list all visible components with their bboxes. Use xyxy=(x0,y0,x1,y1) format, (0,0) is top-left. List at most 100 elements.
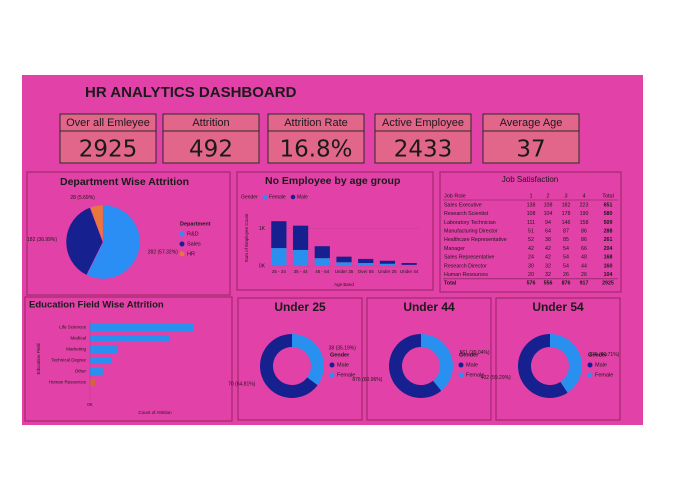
table-cell: 2925 xyxy=(602,281,614,287)
table-cell: 26 xyxy=(563,272,569,278)
table-header: 2 xyxy=(546,193,549,199)
bar-segment xyxy=(401,263,417,265)
table-header: Total xyxy=(602,193,614,199)
kpi-label-box xyxy=(267,113,365,132)
table-cell: 111 xyxy=(527,220,535,226)
data-label: 561 (39.04%) xyxy=(460,350,490,356)
table-cell: 178 xyxy=(562,211,571,217)
chart-title: Under 54 xyxy=(532,300,584,314)
legend-label: Male xyxy=(595,362,607,368)
kpi-value: 2925 xyxy=(79,137,138,163)
table-cell: 190 xyxy=(580,211,589,217)
legend-swatch xyxy=(179,231,185,237)
bar-segment xyxy=(314,246,330,259)
table-cell: 580 xyxy=(604,211,613,217)
table-cell: 104 xyxy=(604,272,613,278)
kpi-label: Attrition xyxy=(192,117,229,129)
kpi-label-box xyxy=(374,113,472,132)
table-header: Job Role xyxy=(444,193,466,199)
bar-segment xyxy=(271,221,287,249)
table-cell: 288 xyxy=(604,229,613,235)
table-cell: 160 xyxy=(604,263,613,269)
chart-title: Under 25 xyxy=(274,300,326,314)
table-cell: 30 xyxy=(528,263,534,269)
bar xyxy=(90,368,103,375)
legend-swatch xyxy=(262,194,268,200)
kpi-label-box xyxy=(162,113,260,132)
table-cell: 917 xyxy=(580,281,589,287)
x-tick-label: Under 44 xyxy=(400,269,419,274)
bar xyxy=(90,346,118,353)
table-cell: 168 xyxy=(604,255,613,261)
table-cell: 556 xyxy=(544,281,553,287)
bar-segment xyxy=(358,258,374,264)
panel xyxy=(366,297,492,421)
bar xyxy=(90,324,194,331)
table-cell: Research Director xyxy=(444,263,487,269)
legend-swatch xyxy=(179,251,185,257)
table-cell: 94 xyxy=(545,220,551,226)
slice xyxy=(89,204,104,243)
table-cell: 20 xyxy=(528,272,534,278)
panel xyxy=(24,296,233,422)
x-tick-label: 45 - 54 xyxy=(315,269,330,274)
table-cell: Laboratory Technician xyxy=(444,220,496,226)
slice xyxy=(518,334,568,398)
y-axis-label: Sum of Employee Count xyxy=(244,213,249,263)
y-tick-label: Life Sciences xyxy=(59,325,87,330)
y-tick-label: Medical xyxy=(70,336,86,341)
table-cell: 32 xyxy=(545,263,551,269)
table-cell: 54 xyxy=(563,255,569,261)
x-axis-label: Count of Attrition xyxy=(138,410,172,415)
bar-segment xyxy=(292,249,309,266)
table-header: 1 xyxy=(529,193,532,199)
legend-label: Female xyxy=(466,372,484,378)
legend-swatch xyxy=(329,362,335,368)
table-cell: 54 xyxy=(563,246,569,252)
table-cell: 104 xyxy=(544,211,553,217)
legend-label: R&D xyxy=(187,231,199,237)
legend-swatch xyxy=(587,372,593,378)
kpi-value: 37 xyxy=(516,137,545,163)
table-cell: 576 xyxy=(527,281,536,287)
chart-title: Education Field Wise Attrition xyxy=(29,300,164,311)
slice xyxy=(389,334,442,398)
bar xyxy=(90,335,171,342)
slice xyxy=(65,207,104,276)
slice xyxy=(86,204,141,280)
bar-segment xyxy=(401,264,417,266)
bar-segment xyxy=(379,263,396,266)
bar xyxy=(90,379,96,386)
legend-label: Sales xyxy=(187,241,201,247)
bar-segment xyxy=(292,225,309,250)
y-tick-label: Marketing xyxy=(66,347,86,352)
y-axis-label: Education Field xyxy=(36,343,41,375)
legend-title: Gender xyxy=(241,194,258,200)
table-cell: Sales Representative xyxy=(444,255,494,261)
data-label: 182 (36.99%) xyxy=(27,237,57,243)
table-cell: 64 xyxy=(545,229,551,235)
table-cell: 158 xyxy=(580,220,589,226)
panel xyxy=(237,297,363,421)
kpi-label-box xyxy=(482,113,580,132)
y-tick-label: Human Resources xyxy=(49,380,87,385)
x-tick-label: Under 25 xyxy=(378,269,397,274)
legend-swatch xyxy=(329,372,335,378)
y-tick-label: 1K xyxy=(259,226,266,232)
legend-swatch xyxy=(290,194,296,200)
kpi-value: 2433 xyxy=(394,137,453,163)
slice xyxy=(292,334,324,386)
table-cell: 86 xyxy=(581,237,587,243)
kpi-label: Average Age xyxy=(500,117,563,129)
data-label: 276 (40.71%) xyxy=(589,352,619,358)
table-cell: Total xyxy=(444,281,457,287)
table-cell: 87 xyxy=(563,229,569,235)
table-cell: 48 xyxy=(581,255,587,261)
kpi-value: 492 xyxy=(189,137,233,163)
table-cell: 26 xyxy=(581,272,587,278)
kpi-value: 16.8% xyxy=(279,137,352,163)
legend-label: Male xyxy=(297,194,308,200)
dashboard-title: HR ANALYTICS DASHBOARD xyxy=(85,84,297,101)
